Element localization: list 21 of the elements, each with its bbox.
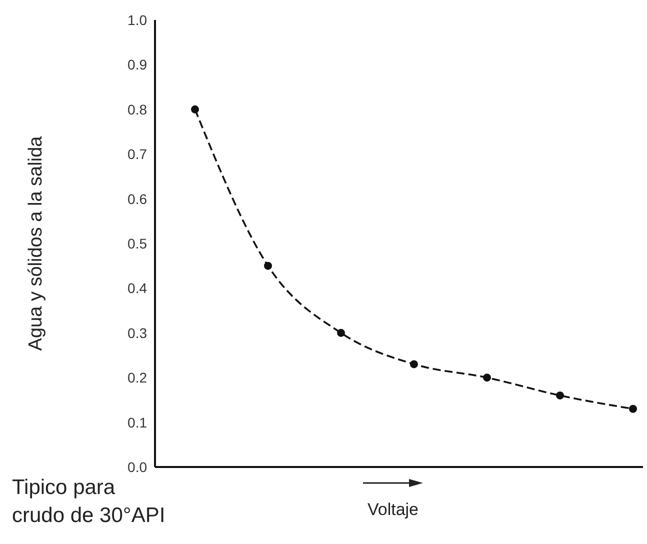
text: Tipico para crudo de 30°API xyxy=(12,475,166,529)
y-tick-label: 0.8 xyxy=(128,101,148,118)
y-tick-label: 0.9 xyxy=(128,56,148,73)
point xyxy=(410,360,418,368)
point xyxy=(483,374,491,382)
y-tick-label: 0.4 xyxy=(128,280,148,296)
point xyxy=(264,262,272,270)
y-tick-label: 1.0 xyxy=(128,12,148,28)
y-axis-title: Agua y sólidos a la salida xyxy=(26,136,47,351)
y-tick-label: 0.6 xyxy=(128,190,148,207)
x-axis-title: Voltaje xyxy=(366,500,420,520)
y-tick-label: 0.0 xyxy=(128,458,148,475)
point xyxy=(191,105,199,114)
y-tick-label: 0.7 xyxy=(128,146,148,162)
point xyxy=(629,404,637,413)
y-tick-label: 0.1 xyxy=(128,414,148,430)
y-tick-label: 0.3 xyxy=(128,324,148,341)
y-tick-label: 0.5 xyxy=(128,235,148,252)
y-tick-label: 0.2 xyxy=(128,370,148,386)
point xyxy=(556,391,564,400)
point xyxy=(337,328,345,337)
